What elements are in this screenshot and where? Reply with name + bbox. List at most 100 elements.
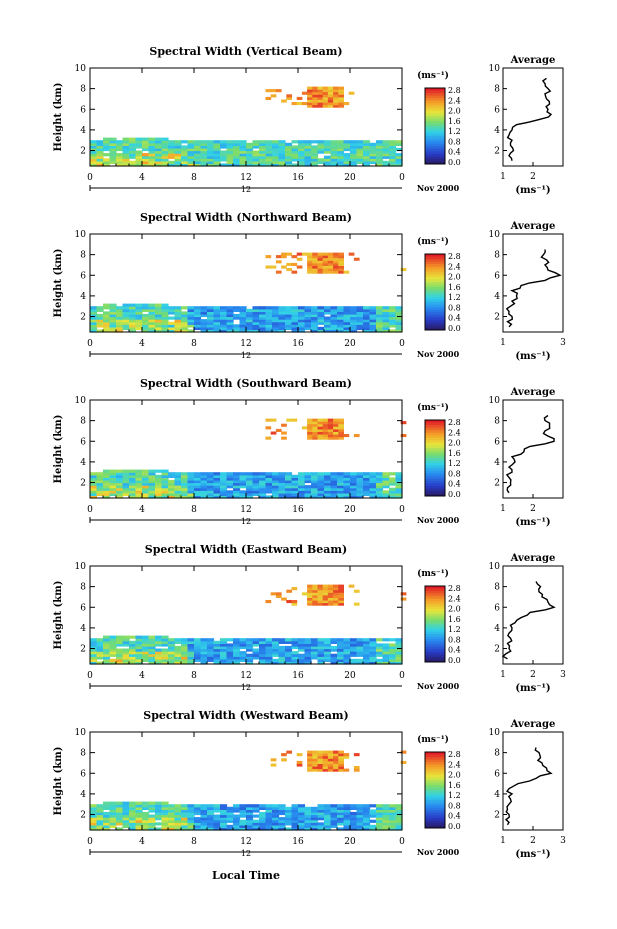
heatmap-cell	[213, 153, 221, 157]
heatmap-cell	[395, 316, 403, 320]
date-label: Nov 2000	[417, 183, 460, 193]
colorbar-segment	[425, 470, 445, 474]
heatmap-cell	[181, 147, 189, 152]
heatmap-cell	[324, 819, 332, 823]
colorbar-segment	[425, 802, 445, 806]
heatmap-cell	[322, 602, 329, 606]
heatmap-cell	[333, 750, 339, 754]
heatmap-cell	[337, 308, 345, 312]
heatmap-cell	[161, 155, 169, 159]
heatmap-cell	[213, 643, 221, 647]
heatmap-cell	[142, 822, 150, 826]
heatmap-cell	[213, 474, 221, 478]
heatmap-cell	[213, 479, 221, 484]
heatmap-cell	[285, 487, 293, 491]
heatmap-cell	[174, 153, 182, 157]
heatmap-cell	[382, 472, 390, 476]
heatmap-cell	[135, 653, 143, 657]
heatmap-cell	[278, 474, 286, 478]
heatmap-cell	[311, 811, 319, 816]
heatmap-cell	[109, 324, 117, 328]
heatmap-cell	[187, 479, 195, 484]
heatmap-cell	[322, 597, 329, 601]
heatmap-cell	[259, 329, 267, 333]
heatmap-cell	[122, 316, 130, 320]
heatmap-cell	[317, 658, 325, 662]
heatmap-cell	[395, 311, 403, 315]
heatmap-cell	[343, 822, 351, 826]
average-y-tick-label: 10	[489, 562, 501, 572]
heatmap-cell	[356, 648, 364, 652]
heatmap-cell	[333, 257, 339, 261]
heatmap-cell	[90, 155, 98, 159]
heatmap-cell	[395, 638, 403, 642]
heatmap-cell	[311, 477, 319, 481]
heatmap-cell	[168, 142, 176, 146]
heatmap-cell	[103, 472, 111, 476]
heatmap-cell	[233, 313, 241, 318]
heatmap-cell	[324, 490, 332, 494]
heatmap-cell	[265, 321, 273, 325]
heatmap-cell	[194, 147, 202, 152]
heatmap-cell	[369, 485, 377, 489]
heatmap-cell	[187, 311, 195, 315]
average-x-tick-label: 1	[500, 836, 506, 846]
heatmap-cell	[142, 648, 150, 652]
heatmap-cell	[363, 824, 371, 828]
heatmap-cell	[298, 661, 306, 665]
heatmap-cell	[343, 482, 351, 486]
heatmap-cell	[363, 150, 371, 154]
heatmap-cell	[389, 653, 397, 657]
heatmap-cell	[322, 600, 329, 604]
heatmap-cell	[194, 492, 202, 496]
heatmap-cell	[90, 324, 98, 328]
heatmap-cell	[213, 804, 221, 808]
heatmap-cell	[278, 321, 286, 325]
heatmap-cell	[369, 329, 377, 333]
heatmap-cell	[307, 423, 313, 427]
heatmap-cell	[337, 155, 345, 159]
average-title: Average	[510, 719, 556, 730]
heatmap-cell	[272, 819, 280, 823]
heatmap-cell	[194, 809, 202, 813]
heatmap-cell	[174, 492, 182, 496]
panel-title: Spectral Width (Vertical Beam)	[149, 45, 342, 58]
heatmap-cell	[96, 653, 104, 657]
heatmap-cell	[129, 155, 137, 159]
heatmap-cell	[135, 811, 143, 816]
x-tick-label: 20	[344, 837, 356, 847]
heatmap-cell	[96, 306, 104, 310]
heatmap-cell	[103, 492, 111, 496]
heatmap-cell	[343, 768, 350, 772]
heatmap-cell	[109, 306, 117, 310]
heatmap-cell	[307, 270, 313, 274]
heatmap-cell	[116, 485, 124, 489]
heatmap-cell	[350, 643, 358, 647]
heatmap-cell	[338, 426, 344, 430]
heatmap-cell	[265, 814, 273, 818]
heatmap-cell	[291, 321, 299, 325]
average-y-tick-label: 4	[494, 126, 500, 136]
heatmap-cell	[129, 153, 137, 157]
heatmap-cell	[337, 326, 345, 330]
heatmap-cell	[109, 326, 117, 330]
heatmap-cell	[194, 150, 202, 154]
heatmap-cell	[278, 640, 286, 644]
heatmap-cell	[311, 319, 319, 323]
heatmap-cell	[265, 600, 272, 604]
heatmap-cell	[278, 150, 286, 154]
average-y-tick-label: 10	[489, 64, 501, 74]
heatmap-cell	[122, 638, 130, 642]
heatmap-cell	[161, 306, 169, 310]
y-tick-label: 10	[75, 396, 87, 406]
average-title: Average	[510, 55, 556, 66]
heatmap-cell	[337, 809, 345, 813]
colorbar-tick-label: 1.6	[448, 781, 461, 790]
heatmap-cell	[324, 648, 332, 652]
heatmap-cell	[369, 153, 377, 157]
heatmap-cell	[317, 474, 325, 478]
heatmap-cell	[226, 490, 234, 494]
heatmap-cell	[246, 811, 254, 816]
heatmap-cell	[226, 147, 234, 152]
heatmap-cell	[350, 142, 358, 146]
